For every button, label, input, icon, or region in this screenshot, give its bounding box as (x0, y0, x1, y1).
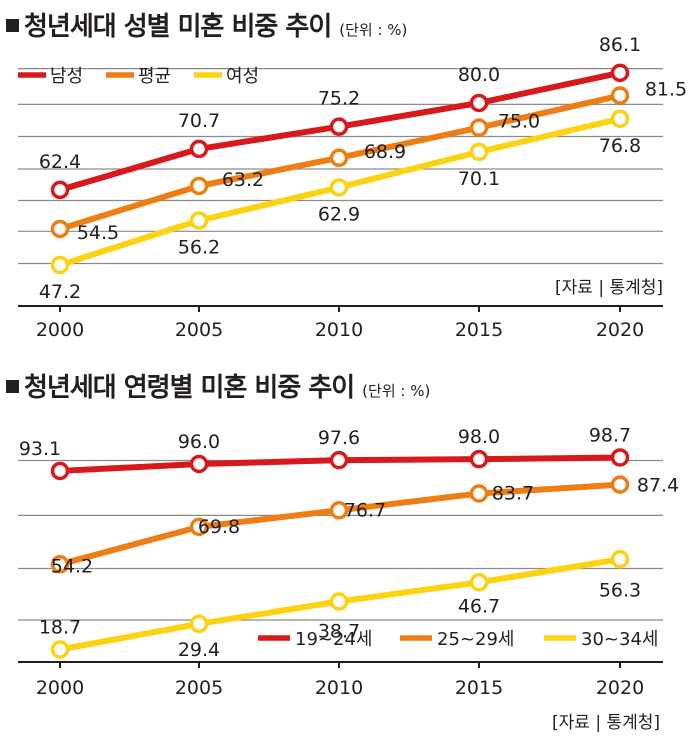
chart2-title-block: 청년세대 연령별 미혼 비중 추이 (단위 : %) (6, 367, 430, 404)
chart1-data-label: 86.1 (599, 34, 641, 56)
chart1-data-label: 47.2 (39, 281, 81, 303)
chart2-point (469, 449, 489, 469)
title-square-icon (6, 380, 19, 393)
chart2-x-tick-label: 2010 (315, 677, 363, 699)
chart1-point (610, 86, 630, 105)
chart2-legend-label: 19~24세 (295, 629, 372, 650)
chart2-data-label: 29.4 (178, 639, 220, 661)
chart1-point (329, 178, 349, 197)
chart2-data-label: 98.0 (458, 426, 500, 448)
chart2-data-label: 97.6 (318, 427, 360, 449)
chart2-legend-label: 30~34세 (581, 629, 658, 650)
chart2-point (329, 501, 349, 520)
chart1-point (189, 139, 209, 159)
chart2-x-tick-label: 2015 (455, 677, 503, 699)
chart1-data-label: 62.4 (39, 151, 81, 173)
chart1-data-label: 80.0 (458, 64, 500, 86)
chart2-point (189, 614, 209, 634)
chart2-data-label: 69.8 (198, 516, 240, 538)
chart1-unit: (단위 : %) (339, 21, 408, 39)
chart2-series-line-2 (57, 481, 623, 568)
chart2-point (329, 450, 349, 470)
chart1-point (189, 211, 209, 230)
chart2-x-tick-label: 2005 (175, 677, 223, 699)
chart1-data-label: 54.5 (77, 222, 119, 244)
chart1-data-label: 75.2 (318, 88, 360, 110)
chart2-x-tick-label: 2020 (596, 677, 644, 699)
chart1-data-label: 70.1 (458, 168, 500, 190)
chart2-data-label: 96.0 (178, 431, 220, 453)
chart1-data-label: 56.2 (178, 237, 220, 259)
chart1-point (50, 180, 70, 200)
chart1-data-label: 70.7 (178, 110, 220, 132)
chart1-data-label: 62.9 (318, 203, 360, 225)
chart1-x-tick-label: 2000 (36, 319, 84, 341)
chart2-legend-label: 25~29세 (437, 629, 514, 650)
chart1-data-label: 68.9 (364, 141, 406, 163)
chart2-data-label: 87.4 (637, 475, 679, 497)
chart1-x-tick-label: 2015 (455, 319, 503, 341)
chart1-data-label: 81.5 (645, 79, 687, 101)
chart2-point (189, 454, 209, 474)
chart2-point (610, 550, 630, 569)
chart2-data-label: 93.1 (19, 438, 61, 460)
chart1-title-block: 청년세대 성별 미혼 비중 추이 (단위 : %) (6, 6, 407, 43)
chart1-x-tick-label: 2010 (315, 319, 363, 341)
chart1-point (50, 219, 70, 239)
chart1-data-label: 76.8 (599, 135, 641, 157)
chart2-point (189, 517, 209, 537)
title-square-icon (6, 19, 19, 32)
chart2-unit: (단위 : %) (362, 382, 431, 400)
chart2-title: 청년세대 연령별 미혼 비중 추이 (24, 373, 355, 403)
chart1-title: 청년세대 성별 미혼 비중 추이 (24, 12, 332, 42)
chart1-x-tick-label: 2005 (175, 319, 223, 341)
chart2-point (610, 475, 630, 494)
chart1-legend-label: 남성 (50, 66, 83, 87)
chart1-point (469, 93, 489, 113)
chart1-point (469, 118, 489, 137)
chart2-data-label: 38.7 (318, 621, 360, 643)
chart2-data-label: 83.7 (492, 483, 534, 505)
chart1-point (329, 117, 349, 136)
chart2-point (469, 484, 489, 503)
chart2-data-label: 46.7 (458, 595, 500, 617)
chart2-point (50, 640, 70, 659)
chart1-legend-label: 여성 (226, 66, 259, 87)
chart2-point (329, 592, 349, 611)
chart2-source-note: [자료 | 통계청] (552, 713, 660, 733)
chart2-data-label: 98.7 (589, 425, 631, 447)
chart2-point (469, 573, 489, 592)
chart2-point (610, 448, 630, 467)
chart1-point (329, 148, 349, 168)
chart1-point (189, 176, 209, 196)
chart1-legend-label: 평균 (138, 66, 171, 87)
chart2-data-label: 76.7 (344, 499, 386, 521)
chart1-point (610, 109, 630, 129)
chart1-point (50, 255, 70, 275)
chart2-data-label: 54.2 (51, 555, 93, 577)
chart1-point (469, 142, 489, 162)
chart1-x-tick-label: 2020 (596, 319, 644, 341)
chart1-point (610, 63, 630, 83)
chart2-x-tick-label: 2000 (36, 677, 84, 699)
chart2-point (50, 461, 70, 481)
chart2-point (50, 555, 70, 574)
chart1-data-label: 63.2 (222, 169, 264, 191)
chart2-data-label: 56.3 (599, 579, 641, 601)
chart1-source-note: [자료 | 통계청] (555, 278, 663, 298)
chart1-data-label: 75.0 (498, 111, 540, 133)
chart2-data-label: 18.7 (39, 617, 81, 639)
